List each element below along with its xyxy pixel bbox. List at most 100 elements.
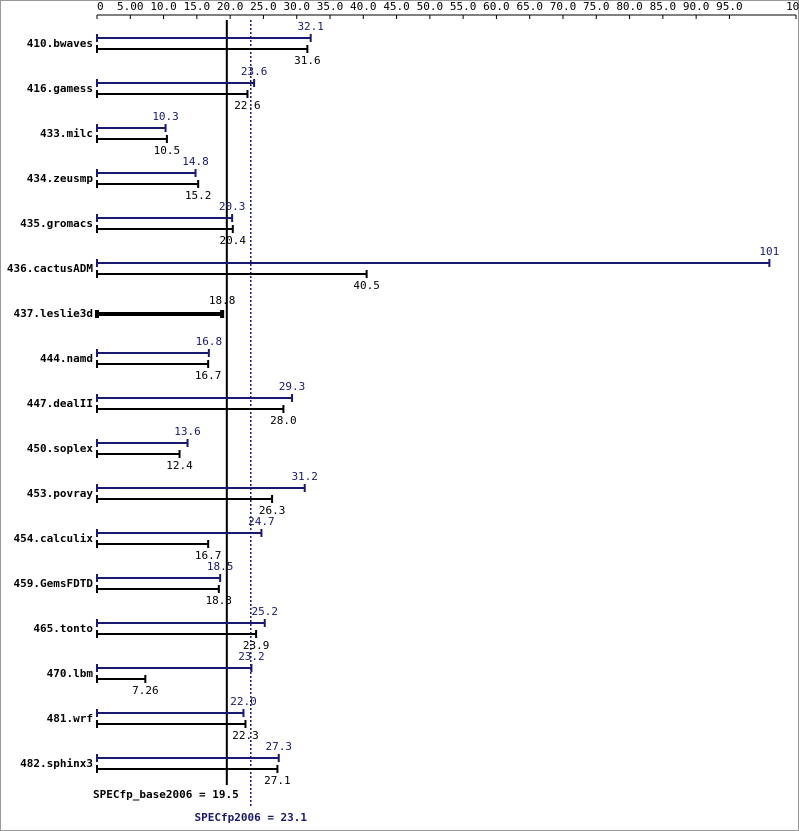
category-label: 453.povray <box>27 487 94 500</box>
bar <box>96 135 168 143</box>
value-label: 26.3 <box>259 504 286 517</box>
x-tick-label: 60.0 <box>483 0 510 13</box>
x-tick-label: 45.0 <box>383 0 410 13</box>
bar <box>96 619 266 627</box>
category-label: 433.milc <box>40 127 93 140</box>
bar <box>96 124 167 132</box>
category-label: 481.wrf <box>47 712 93 725</box>
value-label: 13.6 <box>174 425 201 438</box>
category-label: 435.gromacs <box>20 217 93 230</box>
category-label: 436.cactusADM <box>7 262 93 275</box>
value-label: 7.26 <box>132 684 159 697</box>
value-label: 23.9 <box>243 639 270 652</box>
value-label: 16.7 <box>195 369 222 382</box>
value-label: 23.2 <box>238 650 265 663</box>
category-label: 444.namd <box>40 352 93 365</box>
value-label: 32.1 <box>297 20 324 33</box>
x-tick-label: 35.0 <box>317 0 344 13</box>
value-label: 10.3 <box>152 110 179 123</box>
category-label: 416.gamess <box>27 82 93 95</box>
bar <box>96 450 181 458</box>
bar <box>96 214 234 222</box>
x-tick-label: 30.0 <box>283 0 310 13</box>
x-tick-label: 25.0 <box>250 0 277 13</box>
x-tick-label: 10.0 <box>150 0 177 13</box>
category-label: 437.leslie3d <box>14 307 93 320</box>
value-label: 12.4 <box>166 459 193 472</box>
bar <box>96 90 249 98</box>
bar <box>96 495 274 503</box>
value-label: 23.6 <box>241 65 268 78</box>
x-tick-label: 90.0 <box>683 0 710 13</box>
category-label: 482.sphinx3 <box>20 757 93 770</box>
value-label: 20.4 <box>220 234 247 247</box>
value-label: 29.3 <box>279 380 306 393</box>
bar <box>96 630 258 638</box>
bar <box>96 180 200 188</box>
value-label: 20.3 <box>219 200 246 213</box>
bar <box>96 585 220 593</box>
value-label: 27.1 <box>264 774 291 787</box>
x-tick-label: 95.0 <box>716 0 743 13</box>
category-label: 454.calculix <box>14 532 94 545</box>
bar <box>96 349 210 357</box>
x-tick-label: 20.0 <box>217 0 244 13</box>
bar <box>96 34 312 42</box>
reference-label: SPECfp_base2006 = 19.5 <box>93 788 239 801</box>
value-label: 25.2 <box>252 605 279 618</box>
bar <box>96 765 279 773</box>
bar <box>96 259 771 267</box>
bar <box>96 574 222 582</box>
bar <box>95 310 225 318</box>
value-label: 18.3 <box>206 594 233 607</box>
bar <box>96 664 253 672</box>
value-label: 22.6 <box>234 99 261 112</box>
bar <box>96 225 234 233</box>
x-tick-label: 75.0 <box>583 0 610 13</box>
x-tick-label: 0 <box>97 0 104 13</box>
reference-label: SPECfp2006 = 23.1 <box>194 811 307 824</box>
bar <box>96 45 309 53</box>
x-tick-label: 85.0 <box>650 0 677 13</box>
value-label: 31.6 <box>294 54 321 67</box>
x-tick-label: 70.0 <box>550 0 577 13</box>
category-label: 465.tonto <box>33 622 93 635</box>
x-tick-label: 40.0 <box>350 0 377 13</box>
value-label: 15.2 <box>185 189 212 202</box>
value-label: 18.5 <box>207 560 234 573</box>
category-label: 459.GemsFDTD <box>14 577 94 590</box>
value-label: 16.8 <box>196 335 223 348</box>
value-label: 22.0 <box>230 695 257 708</box>
value-label: 18.8 <box>209 294 236 307</box>
value-label: 16.7 <box>195 549 222 562</box>
bar <box>96 484 306 492</box>
category-label: 447.dealII <box>27 397 93 410</box>
value-label: 101 <box>759 245 779 258</box>
value-label: 31.2 <box>291 470 318 483</box>
bar <box>96 675 147 683</box>
bar <box>96 754 280 762</box>
category-label: 410.bwaves <box>27 37 93 50</box>
x-tick-label: 5.00 <box>117 0 144 13</box>
bar <box>96 394 294 402</box>
x-tick-label: 105 <box>786 0 799 13</box>
bar <box>96 720 247 728</box>
value-label: 14.8 <box>182 155 209 168</box>
value-label: 10.5 <box>154 144 181 157</box>
x-tick-label: 80.0 <box>616 0 643 13</box>
value-label: 40.5 <box>353 279 380 292</box>
x-tick-label: 55.0 <box>450 0 477 13</box>
category-label: 434.zeusmp <box>27 172 94 185</box>
bar <box>96 169 197 177</box>
bar <box>96 405 285 413</box>
bar <box>96 439 189 447</box>
value-label: 24.7 <box>248 515 275 528</box>
value-label: 28.0 <box>270 414 297 427</box>
bar <box>96 79 256 87</box>
value-label: 27.3 <box>265 740 292 753</box>
bar <box>96 270 368 278</box>
bar <box>96 540 210 548</box>
category-label: 450.soplex <box>27 442 94 455</box>
